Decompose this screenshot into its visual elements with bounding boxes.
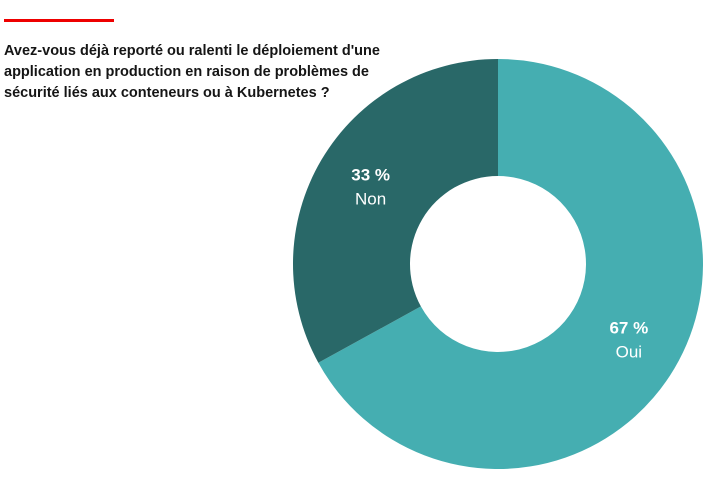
slice-oui-value-label: 67 % — [609, 318, 648, 337]
title-line-3: sécurité liés aux conteneurs ou à Kubern… — [4, 85, 330, 101]
donut-labels: 67 % Oui 33 % Non — [351, 166, 648, 362]
accent-rule — [4, 19, 114, 22]
chart-title: Avez-vous déjà reporté ou ralenti le dép… — [4, 41, 404, 104]
title-line-2: application en production en raison de p… — [4, 64, 369, 80]
slice-oui — [318, 59, 703, 469]
donut-slices — [292, 59, 703, 469]
slice-non — [292, 59, 498, 363]
slice-non-value-label: 33 % — [351, 166, 390, 185]
slice-non-category-label: Non — [355, 190, 386, 209]
slice-oui-category-label: Oui — [616, 342, 642, 361]
title-line-1: Avez-vous déjà reporté ou ralenti le dép… — [4, 43, 380, 59]
